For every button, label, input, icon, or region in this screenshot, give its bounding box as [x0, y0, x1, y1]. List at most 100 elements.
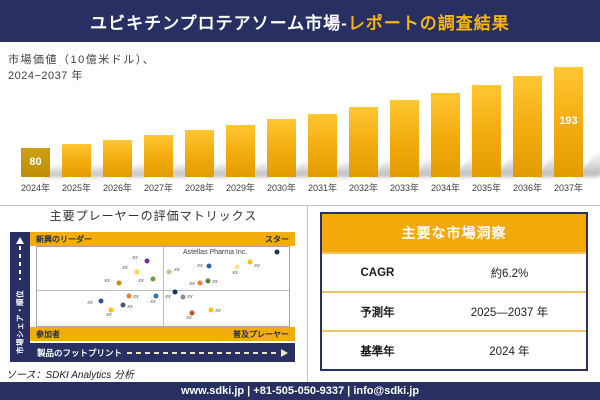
matrix-point-label: xx: [138, 278, 144, 284]
matrix-point-label: xx: [187, 294, 193, 300]
insight-row-value: 2025—2037 年: [470, 306, 549, 319]
matrix-point: [134, 269, 140, 275]
right-arrow-icon: [281, 348, 288, 357]
bar-category-label: 2035年: [471, 183, 502, 193]
insight-row: 予測年 2025—2037 年: [322, 291, 586, 330]
matrix-plot: Astellas Pharma Inc. xx xx xx xx xx xx xx xx xx x…: [36, 246, 290, 327]
matrix-point: [150, 276, 156, 282]
matrix-top-band: 新興のリーダー スター: [30, 232, 295, 246]
bar-2025年: [62, 144, 91, 177]
footer-banner: www.sdki.jp | +81-505-050-9337 | info@sd…: [0, 382, 600, 400]
quadrant-label-stars: スター: [265, 234, 289, 244]
bar-category-label: 2025年: [61, 183, 92, 193]
bar-2029年: [226, 125, 255, 177]
matrix-point: [144, 258, 150, 264]
matrix-y-axis-band: 市場シェア・順位: [10, 232, 30, 362]
footer-contact-text: www.sdki.jp | +81-505-050-9337 | info@sd…: [180, 385, 420, 397]
bar-category-label: 2036年: [512, 183, 543, 193]
matrix-point: [108, 307, 114, 313]
insight-row-value: 約6.2%: [490, 267, 529, 280]
key-insights-table: 主要な市場洞察 CAGR 約6.2% 予測年 2025—2037 年基準年 2024 年: [320, 212, 588, 371]
quadrant-label-emerging-leaders: 新興のリーダー: [36, 234, 92, 244]
up-arrow-icon: [10, 237, 30, 280]
bar-2024年: [21, 148, 50, 177]
matrix-point: [98, 298, 104, 304]
horizontal-divider: [0, 205, 600, 206]
matrix-point: [206, 263, 212, 269]
matrix-point-label: xx: [186, 315, 192, 321]
bar-2033年: [390, 100, 419, 177]
matrix-point-label: xx: [127, 304, 133, 310]
bar-2035年: [472, 85, 501, 177]
vertical-divider: [307, 205, 308, 382]
header-banner: ユビキチンプロテアソーム市場- レポートの調査結果: [0, 0, 600, 42]
bar-category-label: 2033年: [389, 183, 420, 193]
matrix-point-label: xx: [189, 281, 195, 287]
matrix-point: [116, 280, 122, 286]
bar-category-label: 2031年: [307, 183, 338, 193]
bar-category-label: 2034年: [430, 183, 461, 193]
matrix-point: [153, 293, 159, 299]
bar-category-label: 2029年: [225, 183, 256, 193]
insight-row: 基準年 2024 年: [322, 330, 586, 369]
chart-caption: 市場価値（10億米ドル）、 2024−2037 年: [8, 52, 155, 84]
matrix-point-label: xx: [197, 263, 203, 269]
matrix-x-axis-label: 製品のフットプリント: [37, 347, 123, 358]
matrix-point-label: xx: [212, 279, 218, 285]
bar-2026年: [103, 140, 132, 177]
bar-category-label: 2030年: [266, 183, 297, 193]
matrix-title: 主要プレーヤーの評価マトリックス: [49, 209, 258, 223]
matrix-point: [166, 269, 172, 275]
source-note: ソース：SDKI Analytics 分析: [6, 370, 135, 381]
matrix-x-axis-band: 製品のフットプリント: [30, 343, 295, 362]
quadrant-label-participants: 参加者: [36, 329, 60, 339]
bar-value-label: 80: [29, 156, 42, 168]
matrix-point: [197, 280, 203, 286]
insight-row-label: CAGR: [360, 266, 395, 279]
insight-row: CAGR 約6.2%: [322, 252, 586, 291]
bar-category-label: 2027年: [143, 183, 174, 193]
matrix-y-axis-label: 市場シェア・順位: [15, 290, 25, 354]
bar-2032年: [349, 107, 378, 177]
quadrant-label-pervasive-players: 普及プレーヤー: [233, 329, 289, 339]
bar-2027年: [144, 135, 173, 177]
bar-category-label: 2028年: [184, 183, 215, 193]
insights-rows: CAGR 約6.2% 予測年 2025—2037 年基準年 2024 年: [322, 252, 586, 369]
bar-category-label: 2032年: [348, 183, 379, 193]
dashed-line: [127, 351, 276, 354]
matrix-point-label: xx: [150, 299, 156, 305]
evaluation-matrix: 市場シェア・順位 新興のリーダー スター Astellas Pharma Inc…: [10, 232, 295, 362]
page-title: ユビキチンプロテアソーム市場-: [90, 13, 348, 33]
matrix-point-label: xx: [104, 278, 110, 284]
matrix-point-label: xx: [132, 255, 138, 261]
matrix-annotation: Astellas Pharma Inc.: [183, 249, 248, 256]
matrix-point-label: xx: [174, 267, 180, 273]
bar-chart-plot: 80 193: [0, 42, 600, 177]
bar-category-label: 2024年: [20, 183, 51, 193]
matrix-point: [120, 302, 126, 308]
matrix-point-label: xx: [133, 294, 139, 300]
matrix-point-label: xx: [106, 312, 112, 318]
matrix-point-label: xx: [165, 294, 171, 300]
matrix-point-label: xx: [215, 308, 221, 314]
insight-row-value: 2024 年: [489, 345, 530, 358]
bar-category-label: 2026年: [102, 183, 133, 193]
bar-2030年: [267, 119, 296, 177]
matrix-point-label: xx: [87, 300, 93, 306]
bar-value-label: 193: [559, 115, 578, 127]
quadrant-vertical-line: [163, 247, 164, 326]
matrix-point: [234, 264, 240, 270]
matrix-point: [208, 307, 214, 313]
page-title-highlight: レポートの調査結果: [347, 13, 510, 33]
matrix-point: [172, 289, 178, 295]
matrix-point-label: xx: [254, 263, 260, 269]
insight-row-label: 基準年: [360, 345, 395, 358]
bar-2037年: [554, 67, 583, 177]
chart-caption-line2: 2024−2037 年: [8, 70, 83, 82]
bar-chart-categories: 2024年 2025年 2026年 2027年 2028年 2029年 2030年 2031年…: [0, 181, 600, 194]
matrix-point: [189, 310, 195, 316]
bar-2028年: [185, 130, 214, 177]
matrix-point: [205, 278, 211, 284]
matrix-point: [247, 259, 253, 265]
quadrant-horizontal-line: [37, 290, 289, 291]
